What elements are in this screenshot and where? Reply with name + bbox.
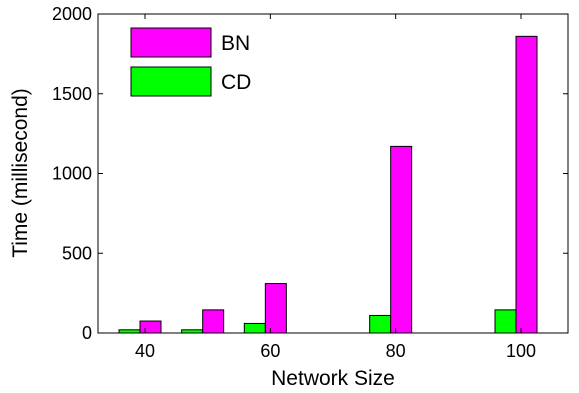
y-tick-label-500: 500 [62, 243, 92, 263]
x-tick-label-40: 40 [135, 341, 155, 361]
legend-swatch-bn [130, 27, 212, 58]
bar-bn-50 [202, 309, 225, 334]
legend: BN CD [130, 27, 251, 97]
y-tick-label-1000: 1000 [52, 164, 92, 184]
bar-bn-40 [139, 320, 162, 334]
plot-frame [97, 13, 569, 334]
legend-label-bn: BN [221, 32, 250, 55]
axes-layer: 0 500 1000 1500 2000 40 60 80 100 [52, 4, 568, 361]
bar-cd-60 [243, 322, 266, 334]
bar-cd-80 [369, 314, 392, 334]
legend-swatch-cd [130, 66, 212, 97]
y-tick-label-0: 0 [82, 323, 92, 343]
bar-bn-100 [515, 35, 538, 334]
y-axis-label: Time (millisecond) [9, 88, 32, 258]
x-tick-label-80: 80 [386, 341, 406, 361]
bar-cd-100 [494, 309, 517, 334]
x-tick-label-60: 60 [260, 341, 280, 361]
x-axis-label: Network Size [271, 367, 395, 390]
plot-area [97, 13, 569, 334]
legend-label-cd: CD [221, 71, 251, 94]
x-tick-label-100: 100 [506, 341, 536, 361]
y-tick-label-2000: 2000 [52, 4, 92, 24]
bar-bn-80 [390, 145, 413, 334]
bar-bn-60 [264, 283, 287, 334]
y-tick-label-1500: 1500 [52, 84, 92, 104]
